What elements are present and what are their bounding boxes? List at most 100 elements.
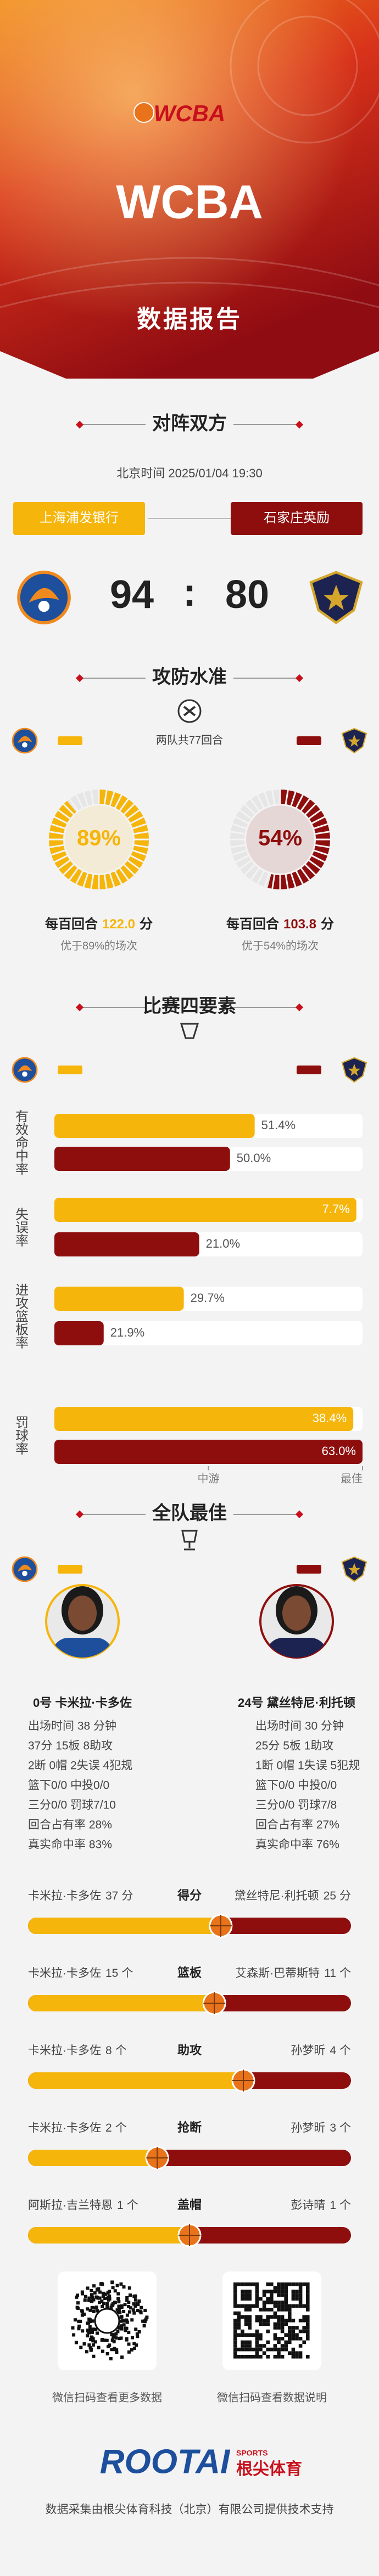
gauge-gap [126, 859, 141, 870]
qr-dot [94, 2306, 98, 2309]
qr-cell [252, 2355, 255, 2359]
factor-bar [54, 1147, 230, 1171]
qr-cell [288, 2329, 292, 2333]
qr-dot [113, 2348, 116, 2352]
qr-dot [101, 2295, 105, 2298]
qr-cell [266, 2315, 270, 2319]
qr-dot [105, 2304, 109, 2308]
leader-left: 卡米拉·卡多佐 2 个 [28, 2122, 127, 2134]
qr-dot [86, 2286, 90, 2290]
qr-dot [125, 2298, 129, 2302]
leader-stat: 篮板 [177, 1966, 202, 1980]
qr-cell [280, 2322, 285, 2326]
qr-dot [103, 2338, 107, 2342]
player-stat: 出场时间 30 分钟 [255, 1720, 344, 1733]
gauge-gap [290, 791, 297, 807]
qr-cell [237, 2282, 241, 2286]
gauge-gap [132, 844, 150, 849]
qr-cell [284, 2301, 288, 2304]
qr-cell [244, 2304, 248, 2308]
score: 94 [110, 573, 154, 617]
qr-dot [86, 2329, 90, 2332]
factor-value: 29.7% [191, 1291, 225, 1305]
rating-caption: 优于54%的场次 [242, 939, 319, 952]
qr-dot [87, 2296, 91, 2300]
title-diamond [75, 674, 84, 683]
qr-cell [248, 2282, 252, 2286]
qr-dot [111, 2286, 115, 2290]
gauge-gap [243, 863, 257, 876]
gauge-gap [313, 849, 329, 856]
team-box [231, 502, 363, 535]
section-title: 攻防水准 [152, 667, 227, 687]
qr-cell [233, 2351, 237, 2355]
qr-cell [306, 2322, 310, 2326]
qr-dot [77, 2324, 81, 2328]
player-stat: 篮下0/0 中投0/0 [28, 1779, 109, 1792]
qr-cell [277, 2355, 281, 2359]
gauge-gap [231, 822, 248, 830]
qr-cell [288, 2340, 292, 2344]
leader-unit: 个 [339, 2199, 351, 2212]
gauge-gap [118, 797, 130, 812]
ball-icon [146, 2147, 169, 2169]
qr-dot [120, 2304, 124, 2308]
leader-unit: 个 [339, 2122, 351, 2134]
qr-cell [266, 2322, 270, 2326]
qr-dot [79, 2319, 82, 2323]
rating-value: 122.0 [102, 917, 135, 932]
gauge-gap [114, 793, 123, 809]
rating-value: 103.8 [283, 917, 316, 932]
qr-cell [280, 2315, 285, 2319]
qr-cell [248, 2355, 252, 2359]
qr-cell [255, 2351, 259, 2355]
qr-dot [88, 2308, 92, 2312]
qr-cell [244, 2347, 248, 2352]
team-logo [17, 1065, 32, 1073]
qr-dot [117, 2307, 121, 2311]
qr-cell [306, 2355, 310, 2359]
leader-value: 37 [105, 1890, 118, 1902]
gauge-gap [263, 791, 270, 807]
qr-dot [91, 2319, 94, 2323]
qr-dot [125, 2296, 129, 2299]
qr-cell [280, 2304, 285, 2308]
leader-right: 孙梦昕 4 个 [291, 2044, 351, 2057]
leader-unit: 分 [121, 1890, 133, 1902]
team-logo [38, 600, 50, 612]
qr-dot [94, 2327, 98, 2331]
qr-center [94, 2308, 120, 2334]
qr-cell [259, 2347, 263, 2352]
qr-cell [273, 2286, 277, 2290]
section-icon [181, 1530, 198, 1551]
qr-caption: 微信扫码查看更多数据 [52, 2391, 162, 2404]
qr-cell [288, 2337, 292, 2341]
gauge-gap [122, 803, 136, 816]
leader-unit: 个 [127, 2199, 138, 2212]
qr-dot [83, 2295, 87, 2298]
qr-cell [277, 2304, 281, 2308]
player-stat: 37分 15板 8助攻 [28, 1740, 113, 1752]
qr-cell [259, 2297, 263, 2301]
qr-dot [109, 2357, 113, 2361]
title-diamond [295, 674, 304, 683]
qr-dot [143, 2308, 147, 2312]
qr-cell [298, 2297, 303, 2301]
player-stat: 三分0/0 罚球7/10 [28, 1799, 116, 1812]
qr-cell [262, 2308, 266, 2312]
qr-cell [277, 2315, 281, 2319]
qr-cell [306, 2329, 310, 2333]
qr-cell [255, 2340, 259, 2344]
qr-dot [75, 2295, 79, 2299]
qr-cell [302, 2315, 306, 2319]
qr-cell [295, 2293, 299, 2297]
gauge-gap [126, 809, 141, 820]
leader-bar-left [28, 1995, 215, 2011]
gauge-gap [256, 793, 265, 809]
qr-cell [237, 2319, 241, 2323]
ball-icon [179, 2224, 200, 2246]
qr-cell [233, 2282, 237, 2286]
axis-label: 最佳 [341, 1472, 363, 1485]
qr-cell [280, 2293, 285, 2297]
gauge-gap [299, 867, 311, 882]
